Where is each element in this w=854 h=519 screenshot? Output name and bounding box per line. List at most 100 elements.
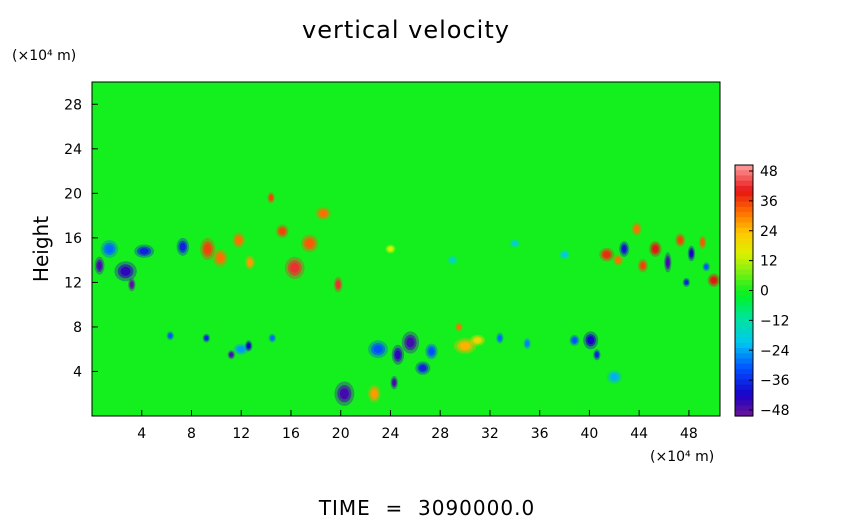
x-tick-label: 40 <box>581 426 599 442</box>
y-tick-label: 4 <box>73 364 82 380</box>
colorbar-swatch <box>735 363 753 370</box>
velocity-cell <box>622 245 627 253</box>
colorbar-swatch <box>735 274 753 281</box>
velocity-cell <box>305 239 314 248</box>
velocity-cell <box>512 241 517 246</box>
velocity-cell <box>460 342 471 350</box>
colorbar-tick-label: −24 <box>760 343 790 359</box>
velocity-cell <box>168 333 172 338</box>
colorbar-swatch <box>735 321 753 328</box>
colorbar-swatch <box>735 405 753 412</box>
x-axis-unit-label: (×10⁴ m) <box>650 449 714 465</box>
colorbar-swatch <box>735 337 753 344</box>
x-tick-label: 4 <box>137 426 146 442</box>
velocity-cell <box>704 264 708 269</box>
velocity-cell <box>689 250 694 257</box>
colorbar-swatch <box>735 311 753 318</box>
colorbar-tick-label: 0 <box>760 284 769 300</box>
x-tick-label: 8 <box>187 426 196 442</box>
velocity-cell <box>269 195 273 201</box>
velocity-cell <box>371 389 378 398</box>
colorbar-swatch <box>735 285 753 292</box>
x-tick-label: 12 <box>232 426 250 442</box>
colorbar-swatch <box>735 290 753 297</box>
y-tick-label: 28 <box>64 97 82 113</box>
heatmap-field <box>92 82 720 416</box>
plot-frame <box>91 81 721 417</box>
velocity-cell <box>450 258 455 263</box>
colorbar-swatch <box>735 196 753 203</box>
velocity-cell <box>204 336 209 341</box>
field-background <box>92 82 720 416</box>
x-tick-label: 44 <box>630 426 648 442</box>
colorbar-tick-label: 48 <box>760 164 778 180</box>
velocity-cell <box>419 365 427 372</box>
velocity-cell <box>130 281 134 288</box>
x-tick-label: 16 <box>282 426 300 442</box>
colorbar-swatch <box>735 191 753 197</box>
velocity-cell <box>457 324 461 329</box>
velocity-cell <box>392 379 396 386</box>
colorbar-swatch <box>735 384 753 391</box>
velocity-cell <box>279 228 286 235</box>
colorbar-swatch <box>735 185 753 192</box>
colorbar-swatch <box>735 248 753 255</box>
y-tick-label: 16 <box>64 231 82 247</box>
velocity-cell <box>406 337 415 348</box>
y-tick-label: 8 <box>73 320 82 336</box>
x-tick-label: 32 <box>481 426 499 442</box>
velocity-cell <box>336 281 341 289</box>
colorbar-swatch <box>735 332 753 339</box>
colorbar-swatch <box>735 264 753 271</box>
velocity-cell <box>235 236 242 244</box>
chart-title: vertical velocity <box>302 16 510 44</box>
x-axis: 4 8 12 16 20 24 28 32 36 40 44 48 <box>137 410 698 442</box>
colorbar-tick-label: 12 <box>760 254 778 270</box>
velocity-cell <box>120 266 131 276</box>
velocity-cell <box>97 261 102 270</box>
velocity-cell <box>587 336 595 345</box>
colorbar-swatch <box>735 280 753 286</box>
velocity-cell <box>105 245 114 253</box>
colorbar-swatch <box>735 327 753 333</box>
colorbar-tick-label: −48 <box>760 403 790 419</box>
colorbar-swatch <box>735 212 753 218</box>
colorbar-swatch <box>735 206 753 213</box>
colorbar-swatch <box>735 300 753 307</box>
velocity-cell <box>562 252 567 257</box>
colorbar-swatch <box>735 379 753 386</box>
x-tick-label: 48 <box>680 426 698 442</box>
colorbar-swatch <box>735 389 753 396</box>
colorbar-swatch <box>735 295 753 302</box>
colorbar-swatch <box>735 410 753 417</box>
velocity-cell <box>498 335 502 341</box>
velocity-cell <box>180 242 186 251</box>
colorbar-swatch <box>735 201 753 208</box>
x-tick-label: 20 <box>332 426 350 442</box>
y-tick-label: 20 <box>64 186 82 202</box>
y-tick-label: 24 <box>64 142 82 158</box>
y-axis-unit-label: (×10⁴ m) <box>12 48 76 64</box>
colorbar-swatch <box>735 243 753 250</box>
velocity-cell <box>684 280 689 285</box>
colorbar-tick-label: −36 <box>760 373 790 389</box>
velocity-cell <box>139 248 149 255</box>
velocity-cell <box>428 347 435 355</box>
velocity-cell <box>237 346 245 352</box>
velocity-cell <box>474 337 481 343</box>
velocity-cell <box>339 388 349 400</box>
velocity-cell <box>395 350 401 360</box>
velocity-cell <box>319 210 327 217</box>
velocity-cell <box>204 244 212 254</box>
colorbar-swatch <box>735 395 753 401</box>
colorbar-swatch <box>735 348 753 354</box>
velocity-cell <box>216 253 224 262</box>
colorbar-swatch <box>735 232 753 239</box>
velocity-cell <box>388 247 393 251</box>
velocity-cell <box>666 257 670 267</box>
velocity-cell <box>373 345 383 354</box>
velocity-cell <box>595 352 599 358</box>
velocity-cell <box>603 251 611 258</box>
velocity-cell <box>247 259 253 266</box>
